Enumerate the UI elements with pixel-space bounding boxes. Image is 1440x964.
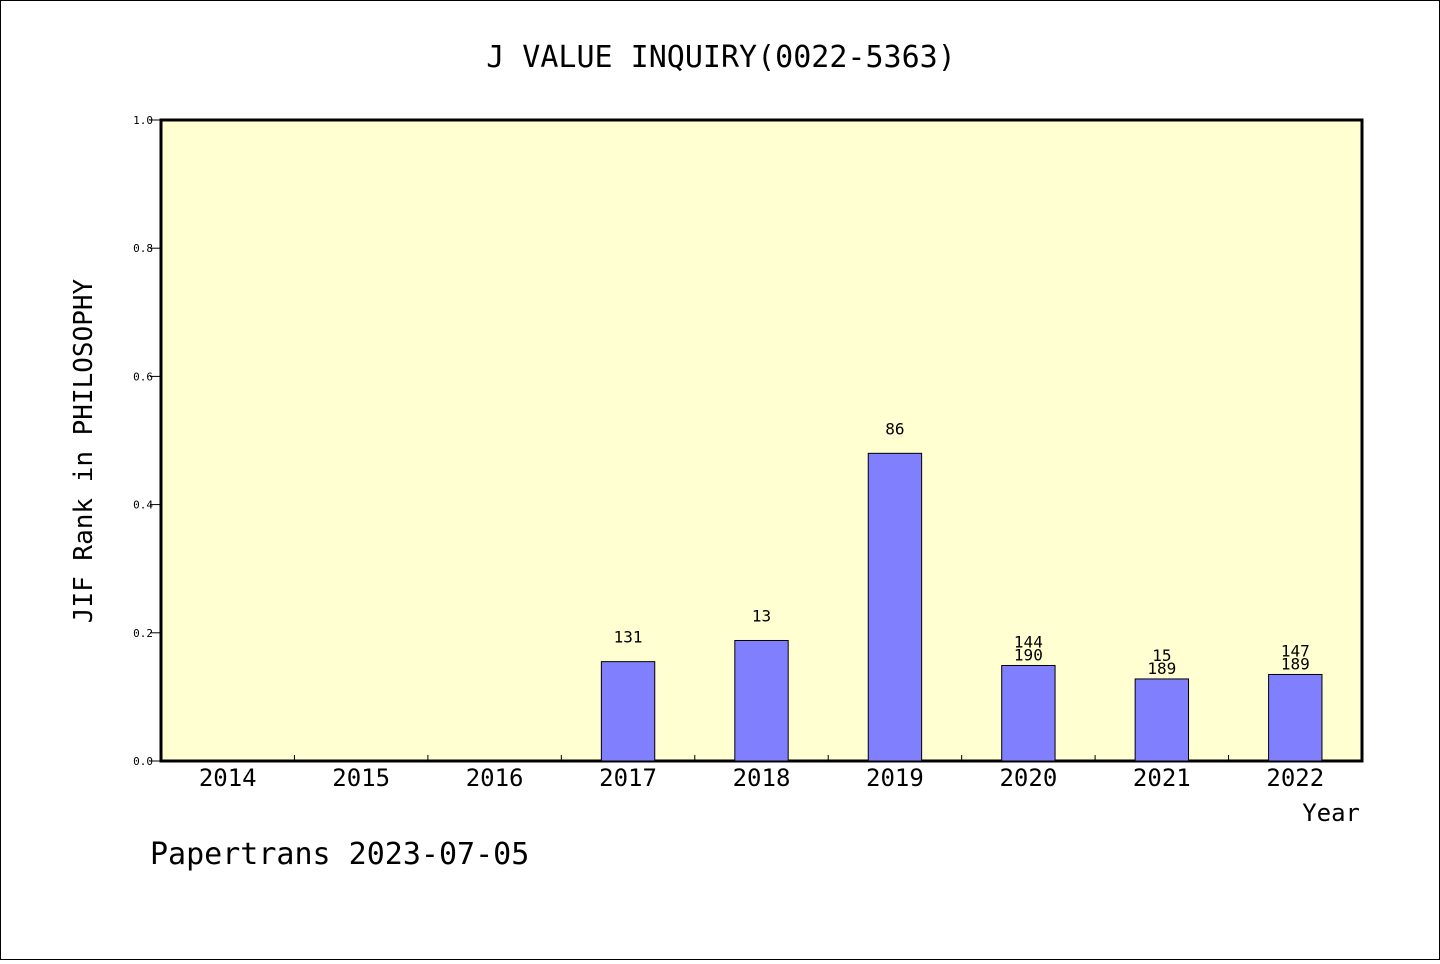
x-tick-label: 2022 [1266, 764, 1324, 792]
bar-2022 [1268, 673, 1323, 762]
bar-2018 [734, 639, 789, 762]
bar-data-label: 189 [1281, 654, 1310, 673]
bar-data-label: 15 [1152, 646, 1171, 665]
chart-title: J VALUE INQUIRY(0022-5363) [486, 40, 956, 75]
bar-data-label: 144 [1014, 632, 1043, 651]
bar-data-label: 86 [885, 419, 904, 438]
bar-data-label: 147 [1281, 641, 1310, 660]
bar-2019 [867, 452, 923, 762]
x-tick-label: 2020 [999, 764, 1057, 792]
bar-data-label: 190 [1014, 645, 1043, 664]
y-tick-label: 0.6 [133, 370, 153, 383]
bar-data-label: 189 [1147, 659, 1176, 678]
footer-watermark: Papertrans 2023-07-05 [150, 837, 529, 872]
y-axis-label: JIF Rank in PHILOSOPHY [69, 278, 99, 623]
y-tick-label: 0.2 [133, 627, 153, 640]
y-tick-label: 1.0 [133, 114, 153, 127]
x-tick-label: 2016 [466, 764, 524, 792]
x-tick-label: 2017 [599, 764, 657, 792]
ticks-group: 0.0 0.2 0.4 0.6 0.8 1.0 2014 2015 2016 2017 2018 20… [133, 114, 1324, 792]
x-tick-label: 2019 [866, 764, 924, 792]
bar-2017 [600, 661, 656, 762]
y-tick-label: 0.4 [133, 499, 153, 512]
bar-2021 [1134, 678, 1190, 762]
y-tick-label: 0.8 [133, 242, 153, 255]
bar-2020 [1001, 664, 1056, 762]
x-axis-label: Year [1302, 799, 1360, 827]
x-tick-label: 2018 [733, 764, 791, 792]
x-tick-label: 2021 [1133, 764, 1191, 792]
x-tick-label: 2015 [332, 764, 390, 792]
y-tick-label: 0.0 [133, 755, 153, 768]
bar-data-label: 13 [752, 606, 771, 625]
bar-data-label: 131 [614, 628, 643, 647]
x-tick-label: 2014 [199, 764, 257, 792]
